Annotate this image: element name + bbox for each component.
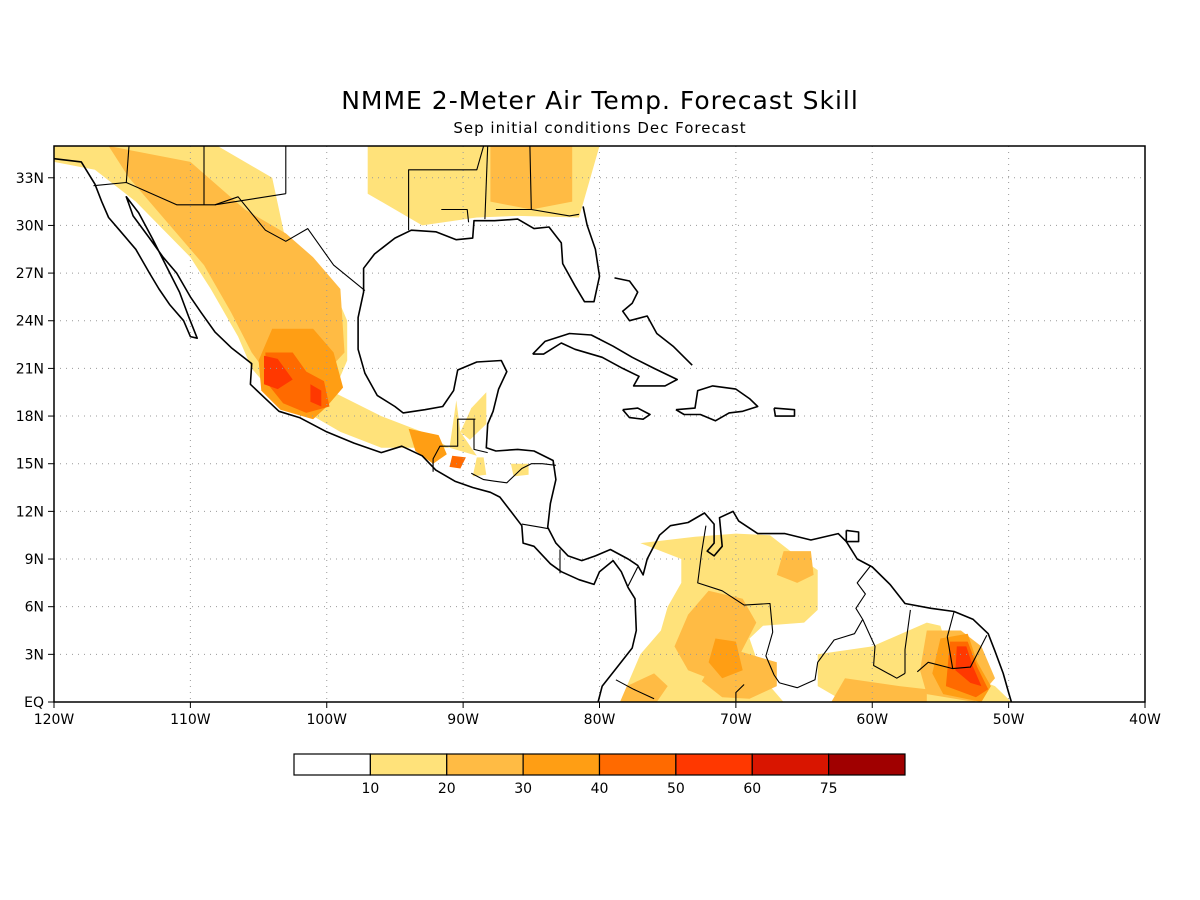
border-us-states-9 xyxy=(214,193,286,206)
border-us-states-8 xyxy=(125,146,130,183)
border-colombia-ecuador xyxy=(615,679,655,700)
border-mexico-guatemala xyxy=(432,418,476,472)
lon-tick-label: 120W xyxy=(34,712,75,728)
border-guyana-suriname xyxy=(904,609,911,674)
legend-label: 50 xyxy=(667,781,685,797)
coastline-trinidad xyxy=(845,529,860,543)
border-french-guiana-brazil xyxy=(952,635,988,670)
legend-label: 60 xyxy=(743,781,761,797)
lat-tick-label: EQ xyxy=(24,695,44,711)
legend-swatch xyxy=(751,753,830,776)
coastline-cuba xyxy=(532,332,679,387)
border-us-mexico xyxy=(93,181,366,292)
lon-tick-label: 100W xyxy=(306,712,347,728)
border-venezuela-guyana xyxy=(855,565,872,620)
lon-tick-label: 80W xyxy=(584,712,616,728)
skill-fields xyxy=(54,146,1012,702)
lon-tick-label: 90W xyxy=(447,712,479,728)
border-us-states-4 xyxy=(441,208,470,223)
border-us-states-7 xyxy=(531,208,580,217)
legend-label: 75 xyxy=(820,781,838,797)
legend-label: 40 xyxy=(591,781,609,797)
border-honduras-nicaragua xyxy=(471,463,556,484)
lat-tick-label: 30N xyxy=(16,218,44,234)
lat-tick-label: 3N xyxy=(25,647,44,663)
coastline-bahamas xyxy=(614,277,693,366)
skill-area-level-3 xyxy=(408,428,447,464)
lat-tick-label: 21N xyxy=(16,361,44,377)
skill-area-level-5 xyxy=(264,355,293,390)
skill-area-level-5 xyxy=(955,646,982,687)
skill-area-level-1 xyxy=(460,392,487,440)
skill-area-level-2 xyxy=(831,678,927,702)
legend-swatch xyxy=(675,753,753,776)
border-belize-guatemala xyxy=(473,419,488,454)
skill-area-level-3 xyxy=(708,638,743,679)
coastline-jamaica xyxy=(622,407,651,421)
color-legend: 10 20 30 40 50 60 75 xyxy=(293,753,906,797)
legend-swatch xyxy=(522,753,601,776)
border-colombia-brazil xyxy=(735,684,745,702)
lon-tick-label: 50W xyxy=(993,712,1025,728)
legend-label: 30 xyxy=(514,781,532,797)
lat-tick-label: 6N xyxy=(25,600,44,616)
lat-tick-label: 27N xyxy=(16,266,44,282)
lat-tick-label: 18N xyxy=(16,409,44,425)
map-coastlines xyxy=(54,157,1013,702)
longitude-axis: 120W 110W 100W 90W 80W 70W 60W 50W 40W xyxy=(34,702,1161,728)
coastline-gulf-caribbean xyxy=(357,206,1013,702)
lon-tick-label: 70W xyxy=(720,712,752,728)
legend-swatch xyxy=(828,753,906,776)
skill-area-level-2 xyxy=(490,146,573,210)
legend-label: 10 xyxy=(361,781,379,797)
skill-area-level-4 xyxy=(449,455,466,469)
border-panama-colombia xyxy=(627,566,639,587)
legend-swatch xyxy=(446,753,524,776)
lat-tick-label: 24N xyxy=(16,314,44,330)
skill-area-level-2 xyxy=(620,673,668,702)
lat-tick-label: 9N xyxy=(25,552,44,568)
coastline-north-america-pacific xyxy=(54,157,638,702)
coastline-puerto-rico xyxy=(773,407,796,417)
border-venezuela-brazil xyxy=(779,619,864,689)
map-subtitle: Sep initial conditions Dec Forecast xyxy=(453,119,747,137)
border-nicaragua-costa-rica xyxy=(521,523,550,530)
lon-tick-label: 40W xyxy=(1129,712,1161,728)
lon-tick-label: 110W xyxy=(170,712,211,728)
legend-swatch xyxy=(369,753,448,776)
map-title: NMME 2-Meter Air Temp. Forecast Skill xyxy=(341,86,859,115)
lat-tick-label: 33N xyxy=(16,171,44,187)
latitude-axis: EQ 3N 6N 9N 12N 15N 18N 21N 24N 27N 30N 33N xyxy=(16,171,54,711)
border-us-states-5 xyxy=(484,146,489,220)
map-borders xyxy=(93,146,988,702)
border-us-states-3 xyxy=(408,146,485,231)
lat-tick-label: 12N xyxy=(16,504,44,520)
border-colombia-venezuela xyxy=(697,525,780,684)
legend-label: 20 xyxy=(438,781,456,797)
legend-swatch xyxy=(293,753,371,776)
skill-area-level-1 xyxy=(472,457,487,477)
legend-swatch xyxy=(598,753,677,776)
lon-tick-label: 60W xyxy=(856,712,888,728)
lat-tick-label: 15N xyxy=(16,457,44,473)
border-guyana-brazil xyxy=(862,619,906,679)
coastline-hispaniola xyxy=(675,385,759,422)
skill-area-level-5 xyxy=(310,384,322,407)
